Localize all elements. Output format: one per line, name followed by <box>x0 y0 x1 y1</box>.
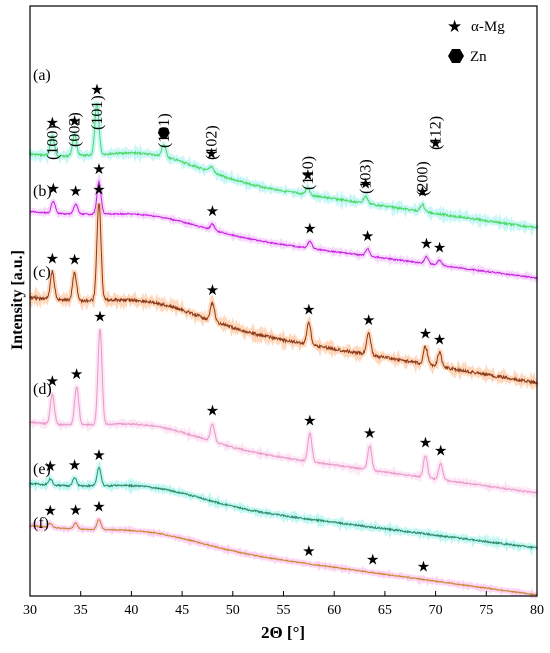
alpha-mg-peak-marker: ★ <box>417 560 430 576</box>
series-f-halo <box>28 517 539 600</box>
legend-hexagon-icon <box>448 49 464 63</box>
alpha-mg-peak-marker: ★ <box>205 146 218 162</box>
series-label-b: (b) <box>33 183 52 200</box>
series-label-c: (c) <box>33 264 51 281</box>
miller-index-annotation: (100) <box>44 125 61 160</box>
alpha-mg-peak-marker: ★ <box>361 229 374 245</box>
series-d-halo <box>28 328 539 499</box>
x-tick-label: 80 <box>530 603 544 618</box>
legend-star-icon: ★ <box>447 17 462 36</box>
x-tick-label: 75 <box>479 603 493 618</box>
zn-peak-marker <box>157 127 170 138</box>
series-labels: (a) (b) (c) (d) (e) (f) <box>33 67 52 532</box>
alpha-mg-peak-marker: ★ <box>46 116 59 132</box>
alpha-mg-peak-marker: ★ <box>303 414 316 430</box>
alpha-mg-peak-marker: ★ <box>303 221 316 237</box>
alpha-mg-peak-marker: ★ <box>433 240 446 256</box>
alpha-mg-peak-marker: ★ <box>46 374 59 390</box>
series-d-line <box>29 328 537 495</box>
x-tick-label: 55 <box>277 603 291 618</box>
alpha-mg-peak-marker: ★ <box>47 181 60 197</box>
miller-index-annotation: (103) <box>358 159 375 194</box>
alpha-mg-peak-marker: ★ <box>363 426 376 442</box>
x-axis-ticks: 30 35 40 45 50 55 60 65 70 75 80 <box>23 591 544 618</box>
miller-index-annotation: (200) <box>414 161 431 196</box>
y-axis-label: Intensity [a.u.] <box>9 250 26 350</box>
series-label-d: (d) <box>33 381 52 398</box>
alpha-mg-peak-marker: ★ <box>416 185 429 201</box>
x-tick-label: 40 <box>124 603 138 618</box>
miller-index-annotation: (002) <box>67 112 84 147</box>
legend-label-alpha-mg: α-Mg <box>471 19 505 35</box>
alpha-mg-peak-marker: ★ <box>69 503 82 519</box>
alpha-mg-peak-marker: ★ <box>206 403 219 419</box>
series-a-line <box>29 103 538 230</box>
alpha-mg-peak-marker: ★ <box>68 458 81 474</box>
legend: ★ α-Mg Zn <box>447 17 505 65</box>
alpha-mg-peak-marker: ★ <box>70 367 83 383</box>
alpha-mg-peak-marker: ★ <box>92 162 105 178</box>
alpha-mg-peak-marker: ★ <box>92 500 105 516</box>
series-a-halo <box>28 101 540 238</box>
miller-index-annotation: (101) <box>156 113 173 148</box>
series-e-line <box>29 465 538 550</box>
alpha-mg-peak-marker: ★ <box>433 333 446 349</box>
alpha-mg-peak-marker: ★ <box>429 136 442 152</box>
alpha-mg-peak-marker: ★ <box>92 448 105 464</box>
alpha-mg-peak-marker: ★ <box>206 204 219 220</box>
plot-markers: ★ ★ ★ ★ ★ ★ ★ ★ ★ ★ ★ ★ ★ ★ ★ ★ ★ ★ ★ ★ ★ ★ ★ ★ ★ ★ ★ ★ ★ ★ ★ ★ ★ ★ ★ ★ ★ ★ ★ ★… <box>44 83 448 576</box>
alpha-mg-peak-marker: ★ <box>44 459 57 475</box>
alpha-mg-peak-marker: ★ <box>419 326 432 342</box>
alpha-mg-peak-marker: ★ <box>90 83 103 99</box>
x-tick-label: 35 <box>74 603 88 618</box>
alpha-mg-peak-marker: ★ <box>366 553 379 569</box>
series-label-e: (e) <box>33 461 51 478</box>
miller-index-annotation: (101) <box>89 95 106 130</box>
alpha-mg-peak-marker: ★ <box>420 237 433 253</box>
alpha-mg-peak-marker: ★ <box>419 436 432 452</box>
x-tick-label: 45 <box>175 603 189 618</box>
alpha-mg-peak-marker: ★ <box>434 444 447 460</box>
plot-annotations: (100) (002) (101) (101) (102) (110) (103) (200)… <box>44 95 444 196</box>
alpha-mg-peak-marker: ★ <box>301 168 314 184</box>
series-b-line <box>29 179 538 280</box>
x-tick-label: 60 <box>327 603 341 618</box>
alpha-mg-peak-marker: ★ <box>302 544 315 560</box>
alpha-mg-peak-marker: ★ <box>44 503 57 519</box>
alpha-mg-peak-marker: ★ <box>92 182 105 198</box>
legend-label-zn: Zn <box>470 49 487 65</box>
alpha-mg-peak-marker: ★ <box>302 303 315 319</box>
plot-traces <box>27 101 540 600</box>
alpha-mg-peak-marker: ★ <box>362 313 375 329</box>
series-label-a: (a) <box>33 67 51 84</box>
alpha-mg-peak-marker: ★ <box>206 283 219 299</box>
miller-index-annotation: (112) <box>428 116 445 150</box>
miller-index-annotation: (102) <box>204 125 221 160</box>
series-c-halo <box>28 202 540 391</box>
alpha-mg-peak-marker: ★ <box>68 253 81 269</box>
series-label-f: (f) <box>33 515 49 532</box>
series-c-line <box>29 203 538 385</box>
x-tick-label: 50 <box>226 603 240 618</box>
series-f-line <box>29 519 538 597</box>
alpha-mg-peak-marker: ★ <box>69 184 82 200</box>
miller-index-annotation: (110) <box>300 156 317 190</box>
alpha-mg-peak-marker: ★ <box>46 251 59 267</box>
alpha-mg-peak-marker: ★ <box>93 309 106 325</box>
alpha-mg-peak-marker: ★ <box>359 176 372 192</box>
x-tick-label: 70 <box>429 603 443 618</box>
x-tick-label: 30 <box>23 603 37 618</box>
x-tick-label: 65 <box>378 603 392 618</box>
x-axis-label: 2Θ [°] <box>261 623 305 642</box>
alpha-mg-peak-marker: ★ <box>68 114 81 130</box>
